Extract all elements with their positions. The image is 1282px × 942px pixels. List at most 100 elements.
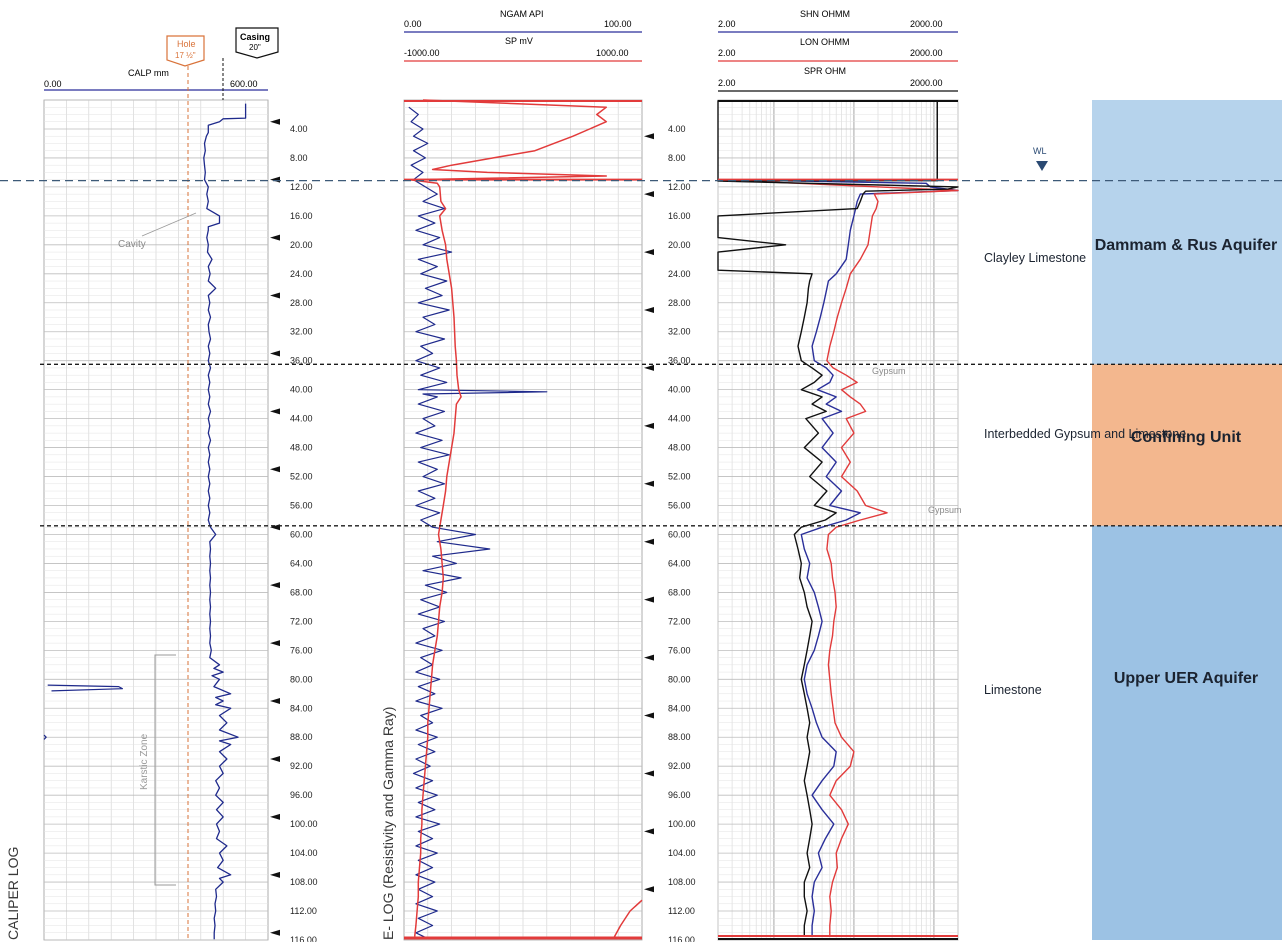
curve-caliper-blip	[47, 684, 123, 692]
resistivity-annotations: Gypsum Gypsum	[872, 366, 962, 515]
depth-tick-0: 84.00	[290, 703, 313, 713]
depth-tick-1: 36.00	[668, 356, 691, 366]
depth-tick-0: 104.00	[290, 848, 318, 858]
caliper-header: 0.00 CALP mm 600.00 Hole 17 ½" Casing 20…	[44, 27, 279, 91]
lithology-labels: Clayley Limestone Interbedded Gypsum and…	[984, 251, 1186, 697]
depth-arrow	[270, 350, 280, 357]
curve-ngam	[408, 106, 548, 940]
depth-tick-1: 4.00	[668, 124, 686, 134]
hydro-unit-band-1	[1092, 364, 1282, 526]
depth-tick-0: 24.00	[290, 269, 313, 279]
shn-label: SHN OHMM	[800, 9, 850, 19]
depth-tick-0: 8.00	[290, 153, 308, 163]
depth-tick-0: 100.00	[290, 819, 318, 829]
depth-arrow	[644, 422, 654, 429]
depth-tick-0: 32.00	[290, 327, 313, 337]
log-curves	[43, 99, 959, 940]
ngam-min: 0.00	[404, 19, 422, 29]
depth-tick-1: 72.00	[668, 616, 691, 626]
curve-caliper-blip	[43, 734, 47, 740]
depth-arrow	[270, 582, 280, 589]
unit-dammam-rus: Dammam & Rus Aquifer	[1095, 237, 1278, 254]
caliper-track-title: CALIPER LOG	[5, 847, 21, 940]
depth-tick-0: 56.00	[290, 501, 313, 511]
unit-confining: Confining Unit	[1131, 429, 1242, 446]
shn-max: 2000.00	[910, 19, 943, 29]
depth-arrow	[270, 176, 280, 183]
gamma-sp-header: NGAM API 0.00 100.00 SP mV -1000.00 1000…	[404, 9, 642, 62]
hydro-unit-labels: Dammam & Rus Aquifer Confining Unit Uppe…	[1095, 237, 1278, 687]
lon-min: 2.00	[718, 48, 736, 58]
depth-tick-0: 80.00	[290, 674, 313, 684]
ngam-label: NGAM API	[500, 9, 544, 19]
depth-tick-1: 28.00	[668, 298, 691, 308]
depth-tick-0: 4.00	[290, 124, 308, 134]
lithology-limestone: Limestone	[984, 683, 1042, 697]
depth-tick-0: 44.00	[290, 414, 313, 424]
depth-tick-0: 28.00	[290, 298, 313, 308]
lithology-clayley-limestone: Clayley Limestone	[984, 251, 1086, 265]
depth-tick-1: 12.00	[668, 182, 691, 192]
depth-tick-0: 20.00	[290, 240, 313, 250]
depth-tick-0: 40.00	[290, 385, 313, 395]
depth-tick-0: 72.00	[290, 616, 313, 626]
hole-label: Hole	[177, 39, 196, 49]
depth-arrow	[270, 755, 280, 762]
depth-tick-1: 108.00	[668, 877, 696, 887]
depth-tick-0: 88.00	[290, 732, 313, 742]
depth-arrow	[270, 524, 280, 531]
depth-tick-1: 48.00	[668, 443, 691, 453]
depth-tick-0: 64.00	[290, 558, 313, 568]
unit-upper-uer: Upper UER Aquifer	[1114, 670, 1258, 687]
depth-arrow	[644, 364, 654, 371]
water-level-label: WL	[1033, 146, 1047, 156]
depth-tick-0: 116.00	[290, 935, 317, 942]
depth-tick-0: 76.00	[290, 645, 313, 655]
depth-arrow	[644, 191, 654, 198]
depth-tick-1: 60.00	[668, 529, 691, 539]
curve-caliper	[203, 103, 247, 940]
curve-shn	[717, 179, 959, 937]
depth-arrow	[644, 770, 654, 777]
depth-tick-1: 56.00	[668, 501, 691, 511]
karstic-zone-label: Karstic Zone	[139, 733, 150, 790]
depth-tick-1: 116.00	[668, 935, 695, 942]
depth-arrow	[270, 234, 280, 241]
spr-max: 2000.00	[910, 78, 943, 88]
hydro-unit-bands	[1092, 100, 1282, 940]
depth-arrow	[644, 654, 654, 661]
depth-arrow	[644, 886, 654, 893]
depth-tick-1: 44.00	[668, 414, 691, 424]
depth-tick-labels: 4.00 4.00 8.00 8.00 12.00 12.00 16.00 16.00 20.0…	[270, 118, 696, 942]
depth-tick-1: 32.00	[668, 327, 691, 337]
depth-arrow	[644, 133, 654, 140]
track-grids	[43, 99, 959, 941]
casing-label: Casing	[240, 32, 270, 42]
depth-tick-1: 52.00	[668, 472, 691, 482]
depth-tick-1: 104.00	[668, 848, 696, 858]
hydro-unit-band-2	[1092, 525, 1282, 940]
hydro-unit-band-0	[1092, 100, 1282, 365]
depth-arrow	[644, 307, 654, 313]
depth-tick-1: 76.00	[668, 645, 691, 655]
res-spr-box	[717, 100, 938, 182]
curve-sp-wrap-	[612, 899, 643, 939]
depth-arrow	[270, 813, 280, 820]
depth-tick-0: 68.00	[290, 587, 313, 597]
water-level-marker: WL	[1033, 146, 1048, 171]
caliper-curve-label: CALP mm	[128, 68, 169, 78]
curve-sp	[409, 99, 608, 937]
elog-track-title: E- LOG (Resistivity and Gamma Ray)	[380, 707, 396, 940]
cavity-label: Cavity	[118, 239, 146, 250]
curve-lon	[717, 179, 959, 937]
hole-size: 17 ½"	[175, 51, 196, 60]
depth-arrow	[270, 929, 280, 936]
depth-tick-1: 20.00	[668, 240, 691, 250]
depth-tick-1: 112.00	[668, 906, 695, 916]
depth-tick-1: 8.00	[668, 153, 686, 163]
depth-tick-1: 40.00	[668, 385, 691, 395]
depth-tick-1: 84.00	[668, 703, 691, 713]
spr-min: 2.00	[718, 78, 736, 88]
lon-max: 2000.00	[910, 48, 943, 58]
